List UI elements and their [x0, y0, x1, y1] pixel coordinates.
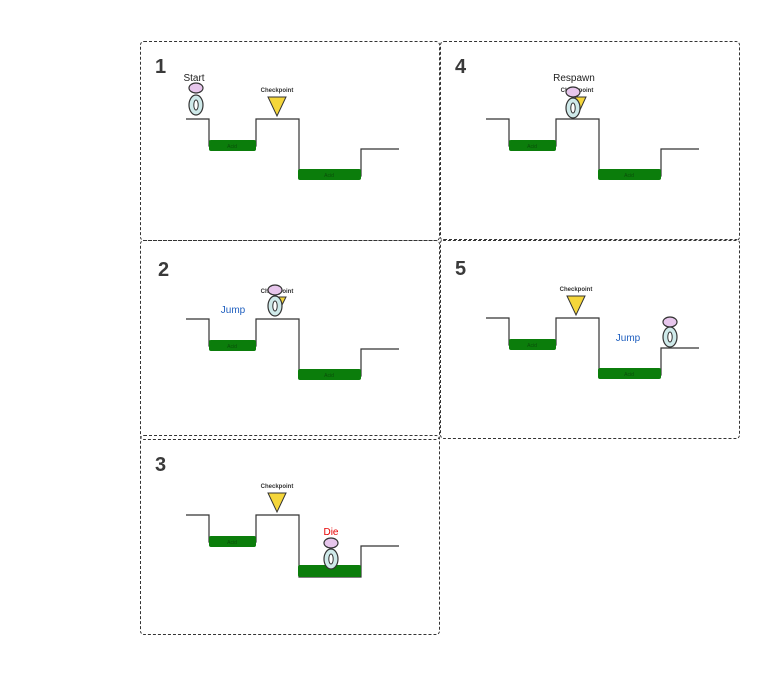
jump-label: Jump: [221, 305, 246, 316]
panel-2-scene: Acid Acid Jump Checkpoint: [186, 284, 399, 380]
checkpoint-flag-icon: [267, 492, 287, 514]
player-eye-icon: [193, 99, 199, 111]
acid-platform: [209, 140, 256, 151]
ground-line: [486, 118, 699, 177]
panel-1: 1 Acid Acid Checkpoint Start: [140, 41, 440, 241]
acid-label: Acid: [324, 373, 334, 379]
acid-platform: [509, 140, 556, 151]
checkpoint-flag-icon: [566, 295, 586, 317]
player-head-icon: [565, 86, 581, 98]
ground-line: [486, 317, 699, 376]
panel-number: 5: [455, 258, 467, 280]
acid-platform: [209, 536, 256, 547]
checkpoint-flag-icon: [267, 96, 287, 118]
player-eye-icon: [272, 300, 278, 312]
panel-4-scene: Acid Acid Respawn Checkpoint: [486, 73, 699, 180]
panel-4: 4 Acid Acid Respawn Checkpoint: [440, 41, 740, 241]
panel-1-scene: Acid Acid Checkpoint Start: [183, 73, 399, 180]
jump-label: Jump: [616, 333, 641, 344]
acid-label: Acid: [324, 173, 334, 179]
acid-label: Acid: [227, 540, 237, 546]
acid-platform: [298, 565, 361, 577]
panel-number: 4: [455, 56, 467, 78]
acid-platform: [509, 339, 556, 350]
panel-number: 2: [158, 259, 170, 281]
start-label: Start: [183, 73, 204, 84]
panel-3: 3 Acid Checkpoint Die: [140, 435, 440, 635]
panel-3-scene: Acid Checkpoint Die: [186, 484, 399, 578]
player-head-icon: [323, 537, 339, 549]
player-eye-icon: [570, 102, 576, 114]
player-head-icon: [662, 316, 678, 328]
player-eye-icon: [667, 331, 673, 343]
checkpoint-label: Checkpoint: [261, 88, 294, 94]
panel-5: 5 Acid Acid Checkpoint Jump: [440, 239, 740, 439]
player-head-icon: [267, 284, 283, 296]
panel-number: 3: [155, 454, 167, 476]
acid-platform: [598, 368, 661, 379]
acid-label: Acid: [227, 144, 237, 150]
acid-label: Acid: [624, 173, 634, 179]
acid-platform: [598, 169, 661, 180]
acid-label: Acid: [527, 144, 537, 150]
ground-line: [186, 318, 399, 377]
player-head-icon: [188, 82, 204, 94]
acid-label: Acid: [624, 372, 634, 378]
respawn-label: Respawn: [553, 73, 595, 84]
acid-platform: [298, 369, 361, 380]
panel-number: 1: [155, 56, 167, 78]
panel-2: 2 Acid Acid Jump Checkpoint: [140, 240, 440, 440]
acid-platform: [298, 169, 361, 180]
checkpoint-label: Checkpoint: [560, 287, 593, 293]
die-label: Die: [323, 527, 338, 538]
panel-5-scene: Acid Acid Checkpoint Jump: [486, 287, 699, 379]
ground-line: [186, 514, 399, 578]
player-eye-icon: [328, 553, 334, 565]
ground-line: [186, 118, 399, 177]
acid-label: Acid: [527, 343, 537, 349]
acid-label: Acid: [227, 344, 237, 350]
acid-platform: [209, 340, 256, 351]
checkpoint-label: Checkpoint: [261, 484, 294, 490]
